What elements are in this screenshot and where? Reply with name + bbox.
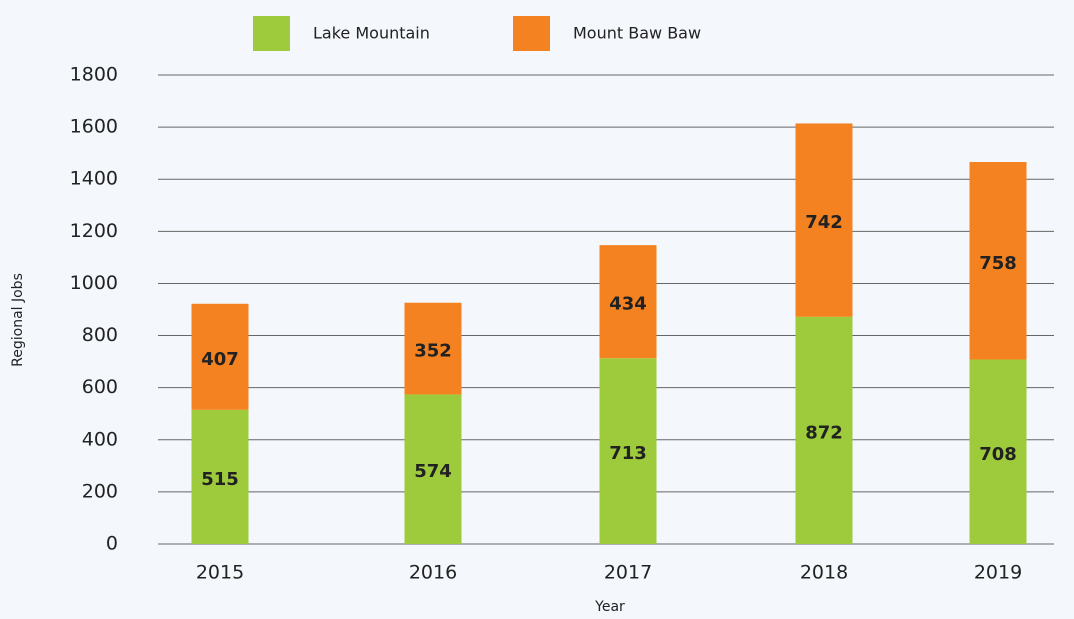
x-tick-label: 2015 [196, 562, 244, 584]
data-label: 758 [979, 253, 1017, 274]
y-tick-label: 1000 [70, 272, 118, 294]
bar-segment [969, 359, 1027, 544]
y-tick-label: 1600 [70, 116, 118, 138]
x-tick-label: 2016 [409, 562, 457, 584]
bar-segment [404, 394, 462, 544]
bar-segment [599, 245, 657, 359]
y-axis-title: Regional Jobs [10, 273, 26, 367]
x-axis-title: Year [594, 599, 625, 615]
data-label: 352 [414, 341, 452, 362]
legend-swatch [253, 16, 290, 51]
bar-segment [969, 162, 1027, 360]
y-tick-label: 1400 [70, 168, 118, 190]
bar-segment [191, 303, 249, 410]
y-tick-label: 800 [82, 324, 118, 346]
data-label: 708 [979, 444, 1017, 465]
legend-swatch [513, 16, 550, 51]
y-tick-label: 200 [82, 480, 118, 502]
x-tick-label: 2018 [800, 562, 848, 584]
data-label: 574 [414, 461, 452, 482]
y-tick-label: 1800 [70, 64, 118, 86]
x-tick-label: 2017 [604, 562, 652, 584]
y-tick-label: 600 [82, 376, 118, 398]
y-tick-label: 1200 [70, 220, 118, 242]
legend-label: Mount Baw Baw [573, 24, 701, 43]
data-label: 515 [201, 469, 239, 490]
y-tick-label: 400 [82, 428, 118, 450]
data-label: 434 [609, 294, 647, 315]
y-tick-label: 0 [106, 533, 118, 555]
x-tick-label: 2019 [974, 562, 1022, 584]
legend-label: Lake Mountain [313, 24, 430, 43]
bar-segment [795, 123, 853, 317]
bar-segment [795, 316, 853, 544]
data-label: 742 [805, 212, 843, 233]
bar-segment [191, 409, 249, 544]
bar-segment [599, 358, 657, 544]
bar-segment [404, 302, 462, 395]
data-label: 407 [201, 349, 239, 370]
data-label: 872 [805, 422, 843, 443]
data-label: 713 [609, 443, 647, 464]
